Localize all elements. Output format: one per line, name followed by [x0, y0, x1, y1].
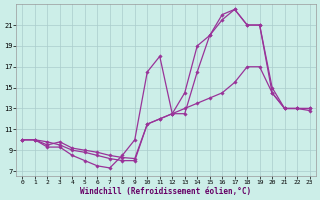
X-axis label: Windchill (Refroidissement éolien,°C): Windchill (Refroidissement éolien,°C) [80, 187, 252, 196]
